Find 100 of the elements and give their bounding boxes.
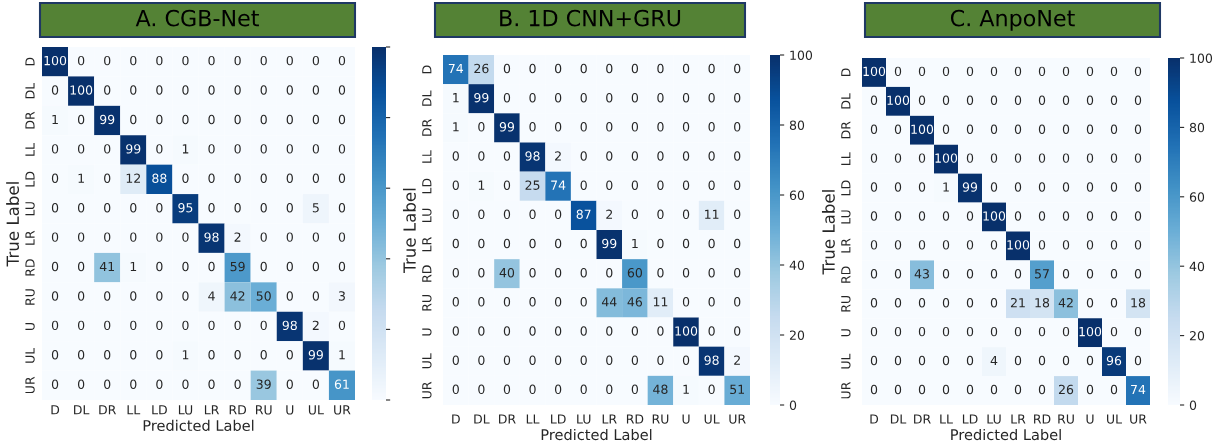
data-label: 61 (334, 379, 349, 389)
color-bar-label: 60 (1189, 192, 1205, 202)
data-label: 99 (602, 238, 617, 249)
data-label: 0 (77, 55, 85, 66)
data-label: 0 (734, 209, 741, 220)
data-label: 0 (990, 95, 998, 105)
data-label: 0 (966, 124, 974, 134)
data-label: 0 (156, 114, 163, 125)
data-label: 0 (104, 55, 111, 66)
data-label: 0 (1134, 66, 1142, 77)
data-label: 0 (260, 202, 267, 213)
data-label: 0 (1110, 297, 1118, 308)
data-label: 0 (1038, 211, 1046, 221)
data-label: 87 (576, 209, 591, 220)
color-bar-label: 80 (1189, 122, 1205, 133)
data-label: 0 (260, 320, 267, 331)
data-label: 0 (918, 211, 926, 221)
data-label: 0 (478, 151, 485, 161)
data-label: 0 (894, 211, 902, 221)
data-label: 0 (130, 85, 137, 95)
data-label: 0 (606, 384, 613, 395)
data-label: 0 (942, 326, 950, 337)
data-label: 0 (77, 232, 85, 242)
data-label: 0 (554, 92, 562, 103)
data-label: 0 (942, 297, 950, 308)
data-label: 0 (77, 320, 85, 331)
y-tick-label: LL (422, 150, 432, 163)
data-label: 0 (657, 151, 664, 161)
y-tick-label: UL (25, 347, 35, 363)
x-tick-label: DR (914, 414, 931, 424)
data-label: 0 (260, 173, 267, 183)
data-label: 1 (52, 114, 58, 124)
data-label: 0 (286, 144, 293, 154)
data-label: 0 (234, 379, 241, 389)
x-axis-title: Predicted Label (951, 428, 1061, 441)
data-label: 0 (312, 261, 320, 272)
data-label: 0 (1038, 66, 1046, 77)
data-label: 0 (1062, 124, 1070, 134)
data-label: 0 (734, 297, 741, 307)
y-axis-title: True Label (6, 182, 20, 267)
data-label: 0 (734, 151, 741, 161)
data-label: 0 (1110, 326, 1118, 337)
data-label: 0 (452, 180, 459, 190)
data-label: 42 (1058, 297, 1073, 308)
data-label: 11 (653, 297, 668, 307)
data-label: 0 (312, 144, 320, 154)
data-label: 0 (208, 55, 215, 66)
data-label: 0 (312, 55, 320, 66)
data-label: 0 (260, 85, 267, 95)
data-label: 0 (657, 326, 664, 336)
x-tick-label: D (452, 414, 460, 424)
data-label: 0 (580, 151, 587, 161)
data-label: 0 (606, 326, 613, 336)
data-label: 0 (529, 297, 536, 307)
data-label: 0 (104, 379, 111, 389)
data-label: 2 (555, 151, 561, 161)
data-label: 0 (657, 92, 664, 103)
data-label: 0 (338, 320, 346, 331)
data-label: 0 (156, 144, 163, 154)
data-label: 0 (1038, 153, 1046, 163)
data-label: 0 (1038, 355, 1046, 366)
data-label: 0 (606, 92, 613, 103)
data-label: 95 (178, 202, 193, 213)
data-label: 0 (682, 238, 690, 249)
data-label: 0 (708, 180, 715, 190)
data-label: 0 (312, 232, 320, 242)
data-label: 0 (1110, 269, 1118, 279)
data-label: 0 (234, 85, 241, 95)
data-label: 0 (870, 124, 878, 134)
data-label: 0 (312, 114, 320, 125)
data-label: 0 (104, 173, 111, 183)
data-label: 99 (100, 114, 115, 125)
data-label: 0 (870, 269, 878, 279)
data-label: 0 (478, 267, 485, 278)
y-tick-label: DR (841, 121, 851, 139)
y-tick-label: DL (841, 93, 851, 109)
y-tick-label: LD (25, 171, 35, 187)
data-label: 1 (683, 384, 689, 394)
y-tick-label: DL (422, 90, 432, 106)
data-label: 0 (1038, 95, 1046, 105)
data-label: 12 (126, 173, 140, 183)
y-tick-label: LL (25, 143, 35, 156)
data-label: 0 (554, 326, 562, 336)
color-bar-label: 100 (790, 50, 813, 60)
data-label: 0 (77, 291, 85, 301)
y-tick-label: D (25, 57, 35, 66)
x-tick-label: RD (626, 414, 644, 424)
x-tick-label: DL (74, 405, 90, 415)
x-tick-label: LU (987, 414, 1001, 424)
data-label: 0 (452, 238, 459, 249)
data-label: 0 (51, 85, 59, 95)
data-label: 0 (1014, 182, 1022, 192)
color-bar-label: 20 (789, 330, 805, 340)
x-tick-label: RD (1034, 414, 1051, 424)
data-label: 0 (966, 95, 974, 105)
data-label: 0 (156, 291, 163, 301)
data-label: 0 (452, 384, 459, 395)
data-label: 0 (452, 355, 459, 365)
data-label: 0 (478, 297, 485, 307)
data-label: 0 (580, 384, 587, 395)
